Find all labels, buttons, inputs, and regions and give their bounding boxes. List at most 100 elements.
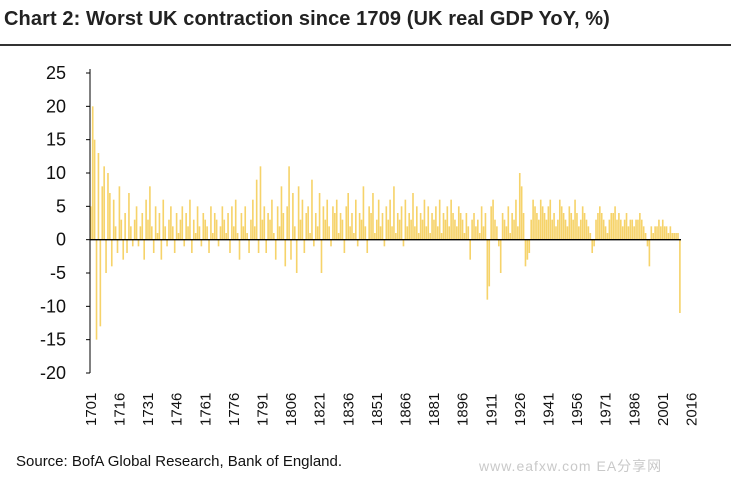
gdp-bar: [591, 239, 594, 253]
gdp-bar: [114, 226, 117, 240]
gdp-bar: [473, 213, 475, 240]
gdp-bar: [463, 233, 466, 240]
gdp-bar: [170, 206, 172, 240]
gdp-bar: [539, 199, 542, 240]
gdp-bar: [160, 239, 163, 260]
gdp-bar: [404, 199, 407, 240]
gdp-bar: [530, 219, 533, 240]
x-tick-label: 1986: [626, 393, 643, 426]
gdp-bar: [305, 213, 308, 240]
gdp-bar: [499, 239, 502, 273]
gdp-bar: [433, 219, 435, 240]
gdp-bar: [181, 206, 184, 240]
gdp-bar: [557, 219, 559, 240]
gdp-bar: [574, 199, 576, 240]
gdp-bar: [353, 233, 355, 240]
gdp-bar: [252, 199, 254, 240]
gdp-bar: [585, 219, 588, 240]
gdp-bar: [520, 186, 523, 240]
gdp-bar: [515, 199, 517, 240]
gdp-bar: [293, 226, 296, 240]
gdp-bar: [263, 206, 266, 240]
gdp-bar: [444, 219, 447, 240]
gdp-bar: [553, 213, 555, 240]
gdp-bar: [671, 233, 674, 240]
gdp-bar: [560, 206, 563, 240]
gdp-bar: [669, 226, 672, 240]
gdp-bar: [469, 239, 471, 260]
gdp-bar: [246, 233, 248, 240]
gdp-bar: [604, 226, 607, 240]
gdp-bar: [654, 226, 656, 240]
gdp-bar: [421, 219, 424, 240]
gdp-bar: [450, 199, 452, 240]
gdp-bar: [314, 213, 317, 240]
gdp-bar: [261, 219, 264, 240]
gdp-bar: [589, 233, 592, 240]
gdp-bar: [513, 219, 515, 240]
gdp-bar: [625, 213, 628, 240]
gdp-bar: [518, 173, 521, 240]
gdp-bar: [572, 219, 574, 240]
gdp-bar: [351, 213, 353, 240]
gdp-bar: [295, 239, 298, 273]
gdp-bar: [650, 226, 653, 240]
gdp-bar: [528, 239, 531, 253]
gdp-bar: [253, 226, 256, 240]
gdp-bar: [593, 239, 595, 247]
gdp-bar: [213, 213, 216, 240]
gdp-bar: [223, 219, 226, 240]
gdp-bar: [196, 206, 199, 240]
gdp-bar: [549, 199, 552, 240]
gdp-bar: [173, 239, 176, 253]
gdp-bar: [234, 199, 237, 240]
gdp-bar: [349, 226, 351, 240]
gdp-bar: [297, 186, 300, 240]
gdp-bar: [414, 226, 416, 240]
gdp-bar: [612, 213, 614, 240]
gdp-bar: [278, 226, 281, 240]
gdp-bar: [221, 206, 224, 240]
gdp-bar: [475, 226, 477, 240]
x-tick-label: 1881: [426, 393, 443, 426]
gdp-bar: [316, 226, 319, 240]
gdp-bar: [126, 239, 128, 253]
gdp-bar: [642, 226, 645, 240]
gdp-bar: [610, 213, 613, 240]
gdp-bar: [484, 213, 487, 240]
x-tick-label: 1791: [255, 393, 272, 426]
gdp-bar: [532, 199, 534, 240]
gdp-bar: [93, 139, 96, 240]
watermark: www.eafxw.com EA分享网: [479, 458, 663, 474]
gdp-bar: [448, 226, 451, 240]
gdp-bar: [663, 226, 666, 240]
gdp-bar: [208, 239, 210, 253]
gdp-bar: [292, 193, 294, 240]
gdp-bar: [488, 239, 491, 287]
gdp-bar: [97, 153, 100, 240]
y-tick-label: 10: [46, 163, 66, 183]
gdp-bar: [416, 206, 418, 240]
bar-series: [90, 106, 681, 340]
gdp-bar: [616, 219, 618, 240]
gdp-bar: [618, 213, 620, 240]
gdp-bar: [242, 226, 245, 240]
gdp-bar: [236, 233, 239, 240]
y-tick-label: -5: [50, 263, 66, 283]
x-tick-label: 2001: [655, 393, 672, 426]
gdp-bar: [189, 199, 191, 240]
gdp-bar: [375, 219, 378, 240]
gdp-bar: [215, 219, 218, 240]
gdp-bar: [389, 199, 391, 240]
gdp-bar: [383, 239, 386, 247]
gdp-bar: [164, 226, 166, 240]
gdp-bar: [177, 233, 180, 240]
gdp-bar: [646, 239, 649, 247]
gdp-bar: [274, 239, 277, 260]
gdp-bar: [112, 199, 115, 240]
gdp-bar: [374, 233, 376, 240]
gdp-bar: [282, 213, 285, 240]
gdp-bar: [95, 239, 98, 340]
x-tick-label: 1926: [512, 393, 529, 426]
gdp-bar: [431, 213, 433, 240]
